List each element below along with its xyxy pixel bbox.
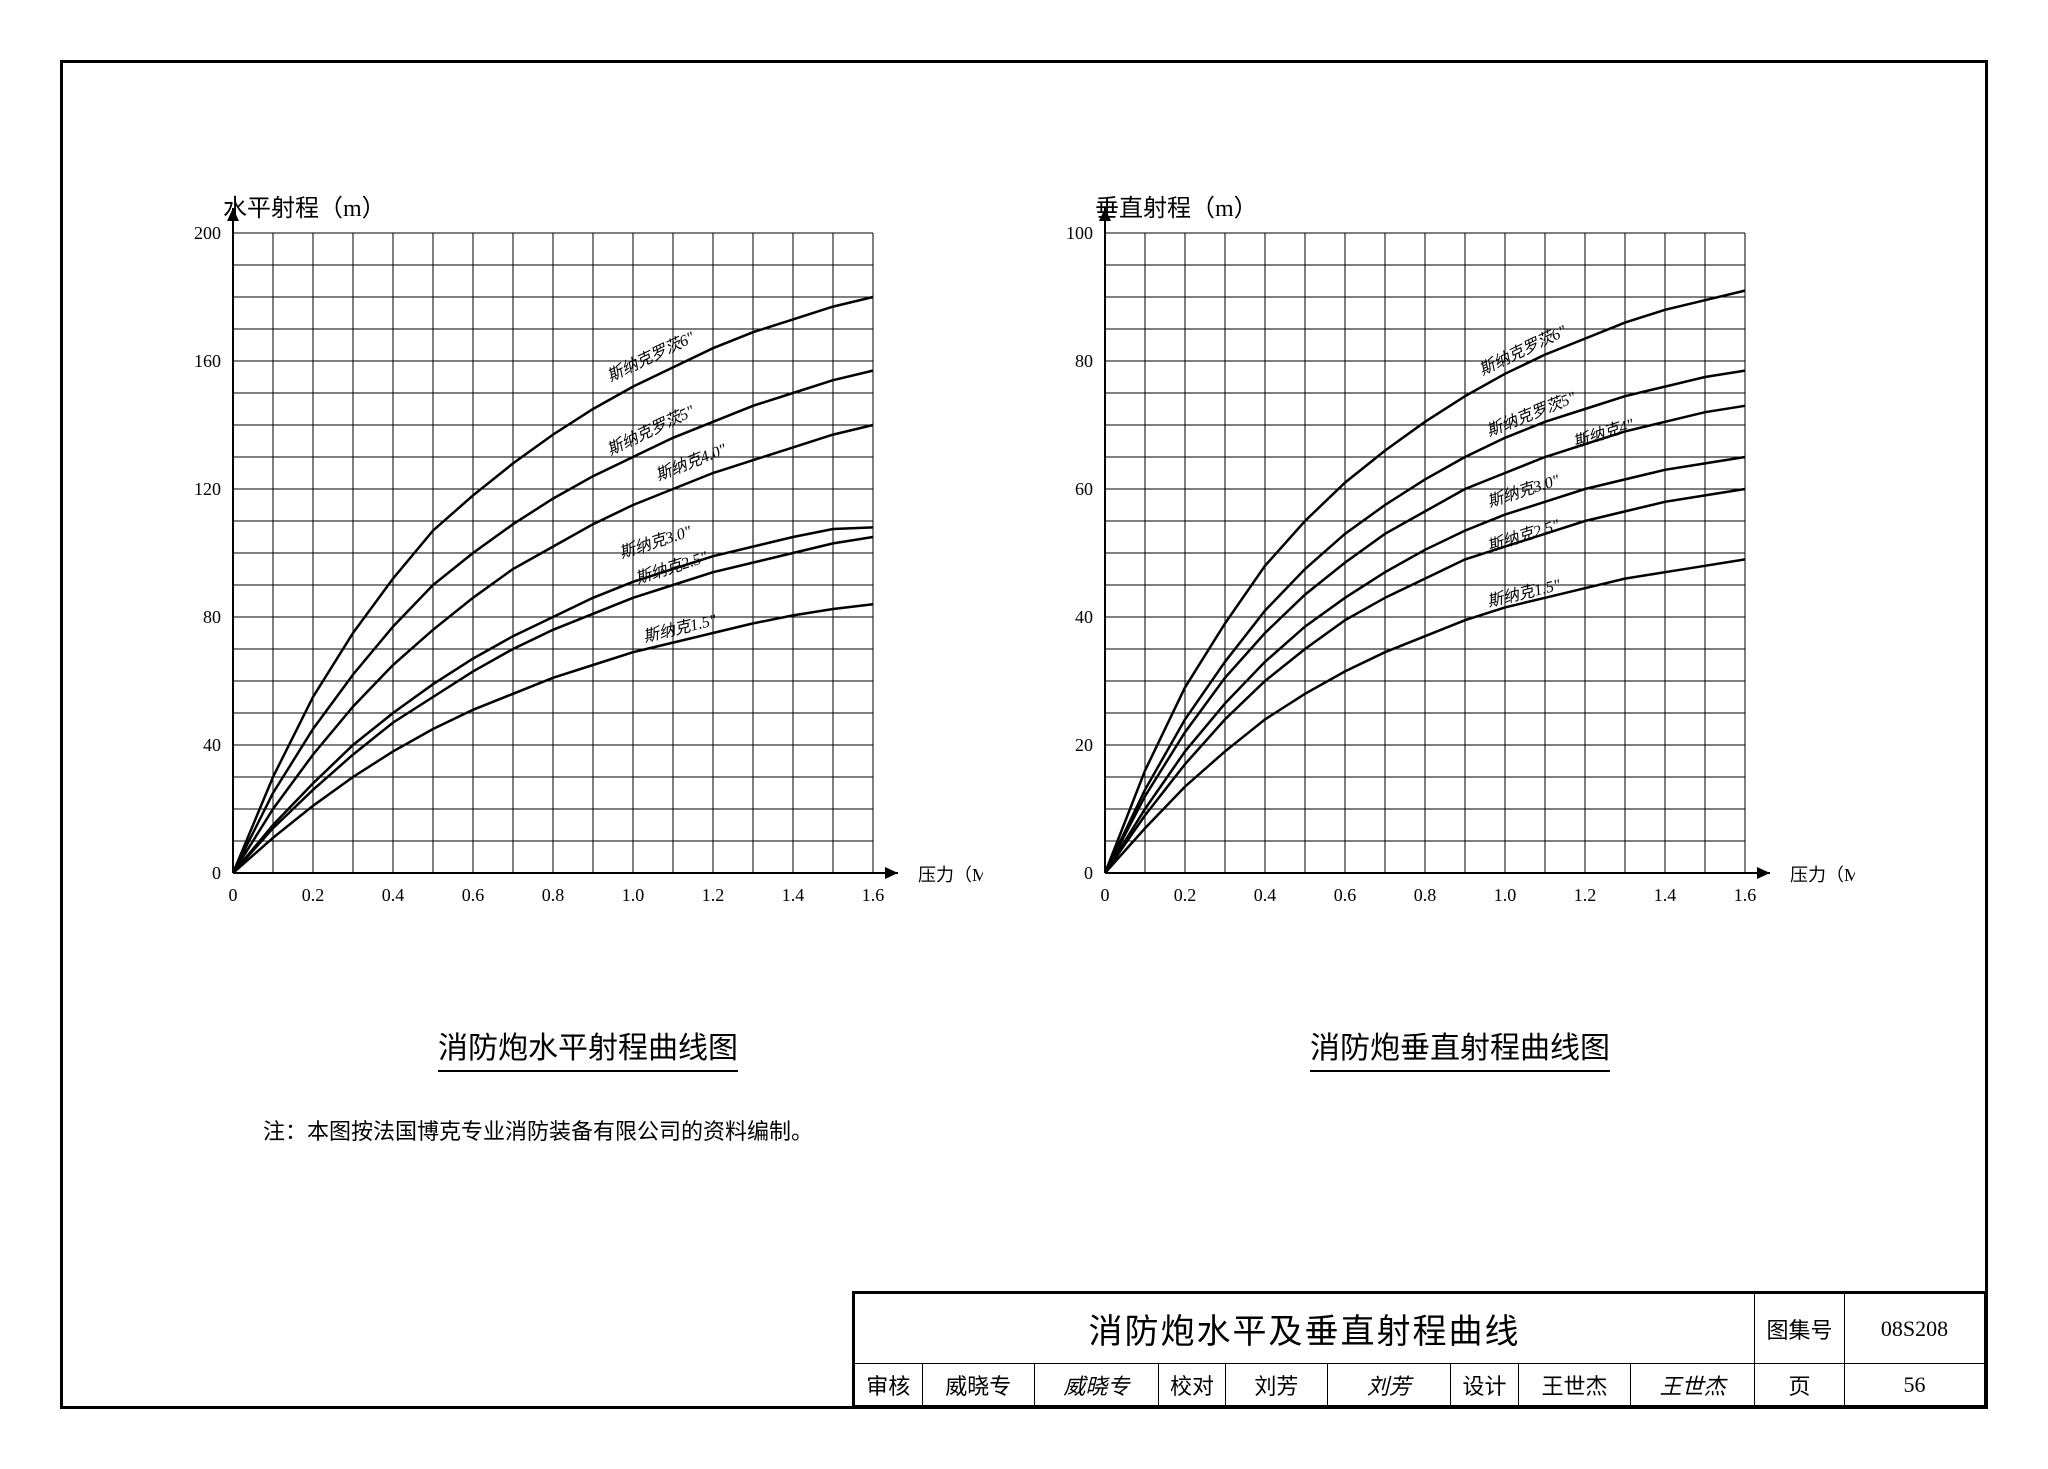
chart-left-caption: 消防炮水平射程曲线图 <box>438 1023 738 1072</box>
check-label: 校对 <box>1158 1364 1226 1406</box>
svg-text:斯纳克4.0": 斯纳克4.0" <box>653 440 729 485</box>
design-name: 王世杰 <box>1518 1364 1631 1406</box>
chart-right-y-title: 垂直射程（m） <box>1095 188 1258 223</box>
footnote: 注：本图按法国博克专业消防装备有限公司的资料编制。 <box>263 1114 813 1146</box>
svg-text:斯纳克罗茨5": 斯纳克罗茨5" <box>604 402 697 459</box>
svg-text:0.6: 0.6 <box>1334 885 1357 905</box>
title-row-1: 消防炮水平及垂直射程曲线 图集号 08S208 <box>855 1294 1985 1364</box>
svg-text:40: 40 <box>203 735 221 755</box>
chart-right-svg: 0 0.2 0.4 0.6 0.8 1.0 1.2 1.4 1.6 0 20 40 60 80 100 压力（… <box>1035 203 1855 923</box>
svg-text:0.8: 0.8 <box>1414 885 1437 905</box>
svg-text:160: 160 <box>194 351 221 371</box>
title-block-table: 消防炮水平及垂直射程曲线 图集号 08S208 审核 威晓专 威晓专 校对 刘芳… <box>854 1293 1985 1406</box>
svg-text:120: 120 <box>194 479 221 499</box>
svg-text:0.2: 0.2 <box>1174 885 1197 905</box>
svg-text:斯纳克1.5": 斯纳克1.5" <box>1485 576 1562 611</box>
check-sig: 刘芳 <box>1327 1364 1451 1406</box>
svg-text:20: 20 <box>1075 735 1093 755</box>
svg-text:斯纳克4": 斯纳克4" <box>1571 415 1636 451</box>
page: 水平射程（m） 0 0.2 0.4 0.6 0.8 1.0 1.2 1.4 1.6 0 40 80 12… <box>0 0 2048 1469</box>
svg-text:压力（MPa）: 压力（MPa） <box>1790 865 1855 885</box>
svg-text:1.6: 1.6 <box>862 885 885 905</box>
title-row-2: 审核 威晓专 威晓专 校对 刘芳 刘芳 设计 王世杰 王世杰 页 56 <box>855 1364 1985 1406</box>
svg-text:斯纳克2.5": 斯纳克2.5" <box>1485 516 1562 556</box>
svg-text:80: 80 <box>1075 351 1093 371</box>
svg-text:0.4: 0.4 <box>382 885 405 905</box>
chart-left-y-title: 水平射程（m） <box>223 188 386 223</box>
drawing-title: 消防炮水平及垂直射程曲线 <box>855 1294 1755 1364</box>
title-block: 消防炮水平及垂直射程曲线 图集号 08S208 审核 威晓专 威晓专 校对 刘芳… <box>852 1291 1985 1406</box>
page-value: 56 <box>1845 1364 1985 1406</box>
svg-text:0.2: 0.2 <box>302 885 325 905</box>
svg-text:0: 0 <box>212 863 221 883</box>
svg-text:1.0: 1.0 <box>1494 885 1517 905</box>
svg-text:1.2: 1.2 <box>1574 885 1597 905</box>
atlas-label: 图集号 <box>1755 1294 1845 1364</box>
svg-text:0: 0 <box>1101 885 1110 905</box>
svg-text:1.0: 1.0 <box>622 885 645 905</box>
svg-text:40: 40 <box>1075 607 1093 627</box>
svg-text:0: 0 <box>229 885 238 905</box>
svg-text:100: 100 <box>1066 223 1093 243</box>
design-sig: 王世杰 <box>1631 1364 1755 1406</box>
svg-text:1.4: 1.4 <box>782 885 805 905</box>
svg-text:1.4: 1.4 <box>1654 885 1677 905</box>
chart-left-svg: 0 0.2 0.4 0.6 0.8 1.0 1.2 1.4 1.6 0 40 80 120 160 200 压… <box>163 203 983 923</box>
atlas-value: 08S208 <box>1845 1294 1985 1364</box>
chart-left: 水平射程（m） 00.20.40.60.81.01.21.41.60408012… <box>163 203 1013 1072</box>
svg-text:0: 0 <box>1084 863 1093 883</box>
drawing-frame: 水平射程（m） 0 0.2 0.4 0.6 0.8 1.0 1.2 1.4 1.6 0 40 80 12… <box>60 60 1988 1409</box>
svg-text:0.4: 0.4 <box>1254 885 1277 905</box>
svg-text:60: 60 <box>1075 479 1093 499</box>
design-label: 设计 <box>1451 1364 1519 1406</box>
charts-row: 水平射程（m） 00.20.40.60.81.01.21.41.60408012… <box>163 203 1885 1072</box>
svg-text:80: 80 <box>203 607 221 627</box>
svg-text:1.2: 1.2 <box>702 885 725 905</box>
svg-text:压力（MPa）: 压力（MPa） <box>918 865 983 885</box>
svg-text:0.8: 0.8 <box>542 885 565 905</box>
chart-right: 垂直射程（m） 00.20.40.60.81.01.21.41.60204060… <box>1035 203 1885 1072</box>
chart-right-caption: 消防炮垂直射程曲线图 <box>1310 1023 1610 1072</box>
svg-text:0.6: 0.6 <box>462 885 485 905</box>
check-name: 刘芳 <box>1226 1364 1327 1406</box>
review-name: 威晓专 <box>922 1364 1035 1406</box>
svg-text:1.6: 1.6 <box>1734 885 1757 905</box>
review-sig: 威晓专 <box>1035 1364 1159 1406</box>
page-label: 页 <box>1755 1364 1845 1406</box>
review-label: 审核 <box>855 1364 923 1406</box>
svg-text:200: 200 <box>194 223 221 243</box>
